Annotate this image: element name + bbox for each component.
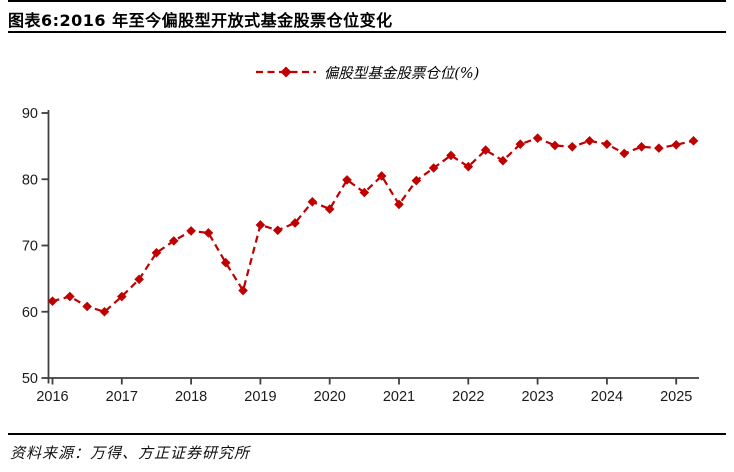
data-point-marker [186, 226, 196, 236]
data-point-marker [654, 143, 664, 153]
data-point-marker [602, 139, 612, 149]
data-point-marker [515, 139, 526, 149]
series-line [52, 136, 694, 313]
data-point-marker [290, 218, 300, 228]
top-divider [8, 0, 726, 2]
data-point-marker [359, 187, 370, 198]
data-point-marker [324, 204, 335, 214]
data-point-marker [99, 306, 110, 317]
source-note: 资料来源：万得、方正证券研究所 [10, 444, 251, 462]
legend-dashed-line-icon [255, 66, 316, 78]
data-point-marker [532, 133, 543, 143]
title-divider [8, 31, 726, 33]
x-tick-label: 2025 [660, 389, 692, 405]
data-point-marker [688, 136, 699, 146]
y-tick-label: 70 [22, 239, 38, 255]
chart-legend: 偏股型基金股票仓位(%) [0, 63, 734, 82]
data-point-marker [203, 228, 214, 238]
data-point-marker [342, 175, 352, 185]
data-point-marker [65, 291, 75, 302]
data-point-marker [550, 140, 560, 151]
y-tick-label: 60 [22, 305, 38, 321]
legend-label: 偏股型基金股票仓位(%) [323, 65, 480, 82]
data-point-marker [151, 247, 162, 258]
data-point-marker [584, 136, 595, 146]
data-point-marker [619, 148, 630, 159]
x-tick-label: 2017 [106, 389, 138, 405]
data-point-marker [636, 141, 647, 152]
data-point-marker [47, 296, 58, 306]
data-point-marker [134, 274, 144, 285]
footer-divider [8, 433, 726, 435]
data-point-marker [117, 291, 127, 302]
data-point-marker [567, 141, 578, 152]
x-tick-label: 2022 [452, 389, 484, 405]
x-tick-label: 2019 [244, 389, 276, 405]
data-point-marker [446, 150, 456, 161]
data-point-marker [428, 163, 439, 173]
data-point-marker [394, 199, 404, 210]
data-point-marker [82, 301, 92, 312]
data-point-marker [220, 257, 231, 268]
y-tick-label: 50 [22, 371, 38, 387]
data-point-marker [307, 196, 318, 207]
x-tick-label: 2021 [383, 389, 415, 405]
data-point-marker [498, 155, 508, 166]
data-point-marker [168, 236, 179, 246]
data-point-marker [255, 220, 266, 230]
data-point-marker [272, 225, 283, 236]
x-tick-label: 2016 [36, 389, 68, 405]
x-tick-label: 2024 [591, 389, 623, 405]
data-point-marker [463, 161, 474, 172]
data-point-marker [480, 145, 491, 155]
x-tick-label: 2018 [175, 389, 207, 405]
x-tick-label: 2023 [521, 389, 553, 405]
y-tick-label: 80 [22, 172, 38, 188]
data-point-marker [376, 171, 387, 181]
chart-title: 图表6:2016 年至今偏股型开放式基金股票仓位变化 [8, 11, 393, 30]
data-point-marker [238, 285, 248, 296]
data-point-marker [671, 140, 681, 150]
y-tick-label: 90 [22, 106, 38, 122]
data-point-marker [411, 175, 422, 186]
x-tick-label: 2020 [314, 389, 346, 405]
